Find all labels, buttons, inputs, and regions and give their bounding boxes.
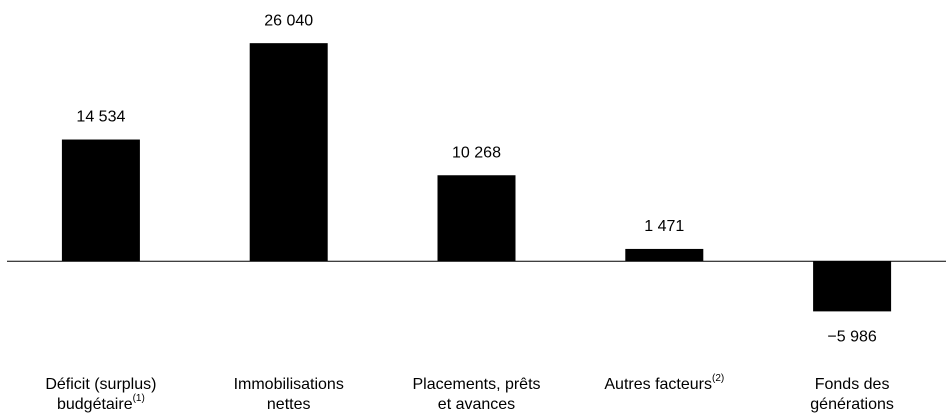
- x-tick-label: Immobilisations nettes: [234, 376, 344, 413]
- x-tick-label: Déficit (surplus) budgétaire(1): [45, 376, 156, 413]
- x-tick-label: Autres facteurs(2): [604, 373, 724, 393]
- bar: [61, 139, 140, 262]
- value-label: 10 268: [452, 144, 501, 161]
- x-tick-label: Placements, prêts et avances: [412, 376, 540, 413]
- footnote-marker: (2): [712, 373, 724, 384]
- value-label: 14 534: [76, 109, 125, 126]
- bar: [437, 175, 516, 262]
- bar: [249, 43, 328, 262]
- bar: [625, 248, 704, 262]
- x-tick-label: Fonds des générations: [810, 376, 894, 413]
- bar: [813, 261, 892, 312]
- value-label: −5 986: [827, 329, 876, 346]
- footnote-marker: (1): [133, 393, 145, 404]
- value-label: 1 471: [644, 218, 684, 235]
- value-label: 26 040: [264, 12, 313, 29]
